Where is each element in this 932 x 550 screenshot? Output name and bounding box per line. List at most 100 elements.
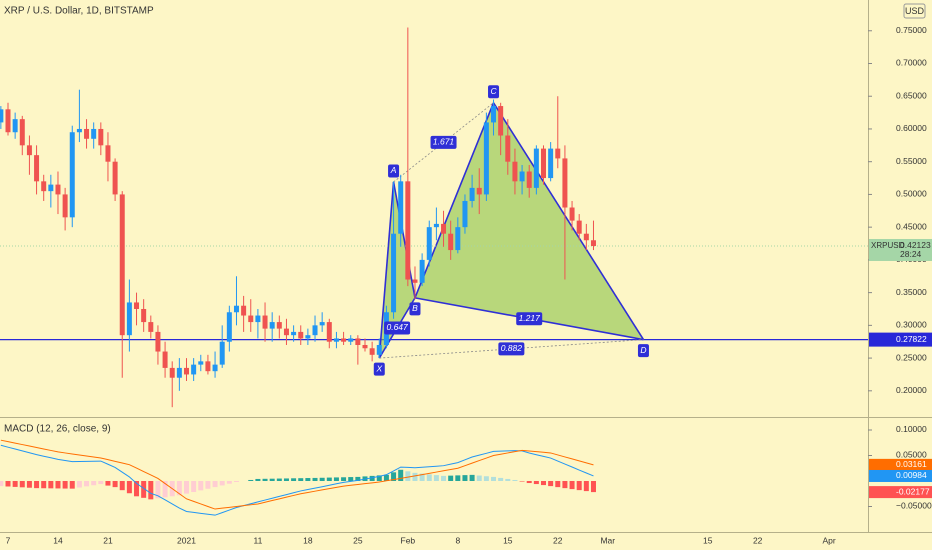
candle-body bbox=[155, 331, 161, 352]
histogram-bar bbox=[319, 477, 325, 481]
histogram-bar bbox=[526, 480, 532, 484]
currency[interactable]: USD bbox=[905, 6, 925, 16]
histogram-bar bbox=[212, 480, 218, 488]
candle-body bbox=[248, 315, 254, 323]
histogram-bar bbox=[391, 472, 397, 481]
y-tick-label: 0.50000 bbox=[896, 189, 927, 199]
y-tick-label: 0.75000 bbox=[896, 25, 927, 35]
horizontal-line-label-box bbox=[869, 332, 932, 347]
candle-body bbox=[319, 322, 325, 326]
histogram-bar bbox=[576, 480, 582, 491]
candle-body bbox=[405, 181, 411, 280]
candle-body bbox=[34, 155, 40, 182]
macd-pane bbox=[0, 439, 596, 516]
candle-body bbox=[419, 259, 425, 283]
histogram-bar bbox=[219, 480, 225, 486]
histogram-bar bbox=[76, 480, 82, 488]
histogram-bar bbox=[426, 474, 432, 481]
histogram-bar bbox=[248, 479, 254, 481]
candle-body bbox=[590, 240, 596, 246]
candle-body bbox=[562, 158, 568, 208]
candle-body bbox=[269, 322, 275, 329]
candle-body bbox=[583, 233, 589, 241]
point-box bbox=[488, 85, 500, 99]
histogram-bar bbox=[12, 480, 18, 487]
histogram-bar bbox=[305, 478, 311, 481]
candle-body bbox=[126, 302, 132, 336]
histogram-bar bbox=[291, 478, 297, 481]
candle-body bbox=[134, 302, 140, 309]
candle-body bbox=[298, 331, 304, 339]
y-tick-label: 0.35000 bbox=[896, 287, 927, 297]
pattern-leg bbox=[393, 102, 494, 183]
candle-body bbox=[369, 348, 375, 355]
candle-body bbox=[169, 367, 175, 378]
histogram-bar bbox=[48, 480, 54, 489]
candle-body bbox=[462, 200, 468, 228]
histogram-bar bbox=[269, 478, 275, 481]
candle-body bbox=[176, 367, 182, 378]
macd-title: MACD (12, 26, close, 9) bbox=[4, 424, 111, 435]
labels: 0.278220.6471.6711.2170.882XABCDXRPUSD0.… bbox=[373, 85, 932, 499]
histogram-bar bbox=[405, 471, 411, 481]
histogram-bar bbox=[398, 469, 404, 481]
histogram-bar bbox=[176, 480, 182, 496]
y-tick-label: 0.20000 bbox=[896, 385, 927, 395]
macd-value-label: 0.00984 bbox=[896, 470, 927, 480]
y-tick-label: 0.55000 bbox=[896, 156, 927, 166]
histogram-bar bbox=[483, 476, 489, 481]
histogram-bar bbox=[226, 480, 232, 484]
candle-body bbox=[84, 128, 90, 139]
histogram-bar bbox=[590, 480, 596, 493]
currency-box[interactable] bbox=[903, 3, 926, 19]
histogram-bar bbox=[55, 480, 61, 489]
candle-body bbox=[55, 184, 61, 195]
candle-body bbox=[262, 315, 268, 329]
point-box bbox=[388, 164, 400, 178]
candle-body bbox=[105, 145, 111, 162]
candle-body bbox=[412, 279, 418, 283]
histogram-bar bbox=[41, 480, 47, 489]
histogram-bar bbox=[498, 477, 504, 481]
candle-body bbox=[119, 194, 125, 336]
candle-body bbox=[505, 135, 511, 162]
histogram-bar bbox=[512, 479, 518, 481]
candle-body bbox=[241, 305, 247, 316]
histogram-bar bbox=[283, 478, 289, 481]
candle-body bbox=[0, 109, 4, 123]
histogram-bar bbox=[441, 475, 447, 481]
histogram-bar bbox=[369, 475, 375, 481]
pattern-leg bbox=[492, 102, 645, 341]
pattern-triangle bbox=[414, 102, 644, 340]
histogram-bar bbox=[469, 474, 475, 481]
candle-body bbox=[91, 128, 97, 139]
candle-body bbox=[69, 132, 75, 218]
candle-body bbox=[76, 128, 82, 133]
histogram-bar bbox=[448, 475, 454, 481]
macd-y-tick-label: 0.10000 bbox=[896, 424, 927, 434]
ratio-label: 0.647 bbox=[386, 322, 408, 332]
ratio-box bbox=[430, 135, 457, 149]
candle-body bbox=[48, 184, 54, 192]
macd-value-box bbox=[869, 469, 932, 482]
horizontal-line-label: 0.27822 bbox=[896, 334, 927, 344]
histogram-bar bbox=[84, 480, 90, 487]
histogram-bar bbox=[376, 475, 382, 481]
candle-body bbox=[162, 351, 168, 368]
histogram-bar bbox=[455, 475, 461, 481]
histogram-bar bbox=[419, 473, 425, 481]
histogram-bar bbox=[569, 480, 575, 490]
histogram-bar bbox=[191, 480, 197, 493]
price-label-box bbox=[869, 238, 932, 261]
ratio-box bbox=[516, 312, 543, 326]
pattern-leg bbox=[378, 181, 395, 359]
histogram-bar bbox=[91, 480, 97, 486]
candle-body bbox=[483, 122, 489, 195]
histogram-bar bbox=[155, 480, 161, 499]
candle-body bbox=[548, 148, 554, 179]
ratio-label: 0.882 bbox=[501, 343, 523, 353]
histogram-bar bbox=[34, 480, 40, 489]
histogram-bar bbox=[0, 480, 4, 487]
histogram-bar bbox=[383, 474, 389, 481]
candle-body bbox=[519, 171, 525, 182]
